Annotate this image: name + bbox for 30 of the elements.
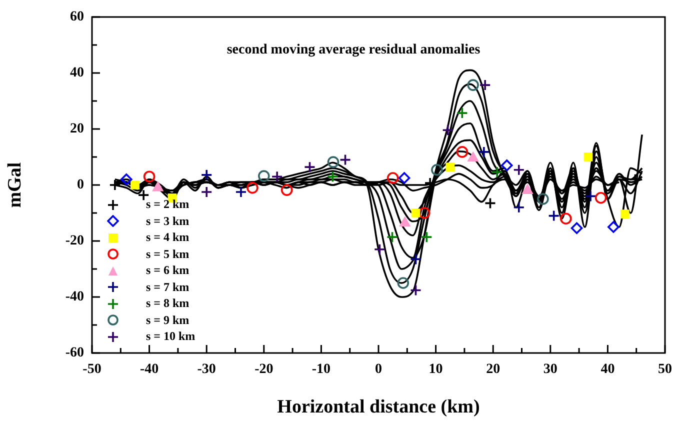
y-axis-title: mGal [4,162,26,208]
y-tick-label: -20 [65,234,84,249]
x-tick-label: 10 [428,362,443,378]
y-tick-label: -40 [65,290,84,305]
x-tick-label: 50 [658,362,672,378]
legend-label: s = 7 km [146,280,190,295]
x-tick-label: 40 [600,362,615,378]
legend-label: s = 10 km [146,329,196,344]
y-tick-label: 40 [70,66,84,81]
y-tick-label: -60 [65,346,84,361]
x-tick-label: -30 [197,362,216,378]
legend-label: s = 3 km [146,214,190,229]
legend-label: s = 9 km [146,312,190,328]
x-tick-label: -40 [140,362,159,378]
x-axis-title: Horizontal distance (km) [277,396,480,418]
legend-label: s = 5 km [146,246,190,262]
x-tick-label: -20 [254,362,274,378]
legend-label: s = 8 km [146,296,190,312]
x-tick-label: -50 [82,362,102,378]
y-tick-label: 20 [70,122,84,137]
x-tick-label: 0 [375,362,382,378]
y-tick-label: 60 [70,10,84,25]
x-tick-label: 30 [543,362,558,378]
legend-label: s = 2 km [146,197,190,212]
x-tick-label: 20 [486,362,500,378]
y-tick-label: 0 [77,178,84,193]
x-tick-label: -10 [312,362,331,378]
legend-label: s = 4 km [146,230,190,246]
legend-label: s = 6 km [146,263,190,278]
text: second moving average residual anomalies [226,42,481,58]
